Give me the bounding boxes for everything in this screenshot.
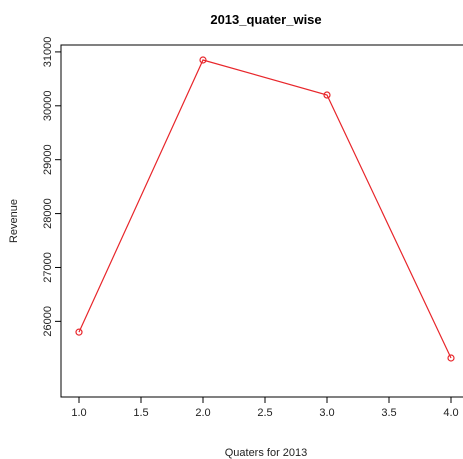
y-axis: 26000 27000 28000 29000 30000 31000 <box>42 37 62 337</box>
chart-title: 2013_quater_wise <box>210 12 321 27</box>
data-point <box>199 56 207 64</box>
x-tick-label: 3.0 <box>319 407 334 419</box>
x-tick-label: 4.0 <box>443 407 458 419</box>
y-tick-label: 27000 <box>42 252 54 283</box>
y-axis-label: Revenue <box>8 199 20 243</box>
data-point <box>447 354 455 362</box>
x-axis-label: Quaters for 2013 <box>225 447 308 459</box>
y-tick-label: 30000 <box>42 91 54 122</box>
x-tick-label: 2.0 <box>195 407 210 419</box>
y-tick-label: 28000 <box>42 198 54 229</box>
series-line <box>78 59 452 359</box>
y-tick-label: 26000 <box>42 306 54 337</box>
x-tick-label: 2.5 <box>257 407 272 419</box>
y-tick-label: 29000 <box>42 144 54 175</box>
x-axis: 1.0 1.5 2.0 2.5 3.0 3.5 4.0 <box>71 396 459 419</box>
x-tick-label: 1.5 <box>133 407 148 419</box>
x-tick-label: 1.0 <box>71 407 86 419</box>
plot-frame <box>60 44 463 398</box>
series-group <box>75 56 455 362</box>
y-tick-label: 31000 <box>42 37 54 68</box>
data-point <box>323 91 331 99</box>
data-point <box>75 328 83 336</box>
x-tick-label: 3.5 <box>381 407 396 419</box>
